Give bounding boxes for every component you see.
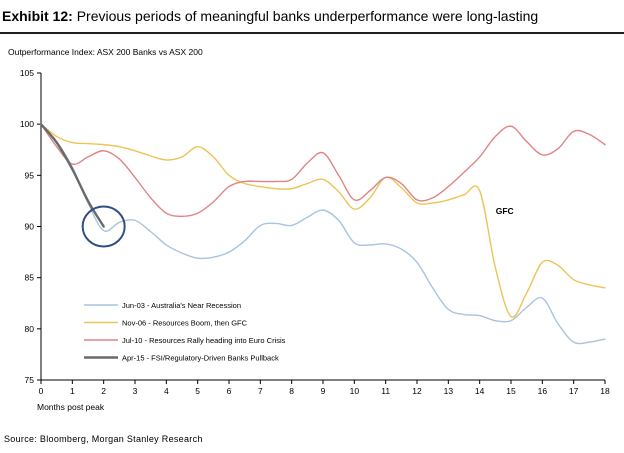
legend-label-jul10: Jul-10 - Resources Rally heading into Eu… <box>122 336 286 345</box>
x-tick-label: 13 <box>444 386 454 396</box>
x-tick-label: 15 <box>506 386 516 396</box>
source-note: Source: Bloomberg, Morgan Stanley Resear… <box>4 434 203 444</box>
x-tick-label: 5 <box>195 386 200 396</box>
x-tick-label: 12 <box>412 386 422 396</box>
x-tick-label: 4 <box>164 386 169 396</box>
exhibit-number: Exhibit 12: <box>2 8 73 24</box>
legend-label-nov06: Nov-06 - Resources Boom, then GFC <box>122 319 248 328</box>
y-tick-label: 85 <box>25 273 35 283</box>
x-tick-label: 3 <box>133 386 138 396</box>
x-tick-label: 2 <box>101 386 106 396</box>
x-tick-label: 8 <box>289 386 294 396</box>
x-tick-label: 18 <box>600 386 610 396</box>
title-divider <box>0 32 624 34</box>
x-axis-label: Months post peak <box>37 402 105 412</box>
y-tick-label: 75 <box>25 375 35 385</box>
x-tick-label: 6 <box>227 386 232 396</box>
y-tick-label: 95 <box>25 170 35 180</box>
annotation-label: GFC <box>496 206 514 216</box>
y-tick-label: 90 <box>25 222 35 232</box>
x-tick-label: 1 <box>70 386 75 396</box>
highlight-circle <box>81 205 126 248</box>
series-line-jun03 <box>40 123 606 345</box>
exhibit-title-text: Previous periods of meaningful banks und… <box>76 8 539 24</box>
y-tick-label: 100 <box>20 119 34 129</box>
exhibit-title: Exhibit 12: Previous periods of meaningf… <box>2 8 538 24</box>
y-tick-label: 80 <box>25 324 35 334</box>
x-tick-label: 7 <box>258 386 263 396</box>
x-tick-label: 10 <box>350 386 360 396</box>
chart-title: Outperformance Index: ASX 200 Banks vs A… <box>8 47 203 57</box>
x-tick-label: 16 <box>538 386 548 396</box>
x-tick-label: 14 <box>475 386 485 396</box>
x-tick-label: 0 <box>39 386 44 396</box>
legend-label-jun03: Jun-03 - Australia's Near Recession <box>122 301 241 310</box>
series-line-jul10 <box>40 123 606 217</box>
legend-label-apr15: Apr-15 - FSI/Regulatory-Driven Banks Pul… <box>122 354 279 363</box>
x-tick-label: 11 <box>381 386 390 396</box>
series-line-nov06 <box>40 123 606 318</box>
series-line-apr15 <box>39 122 105 228</box>
y-tick-label: 105 <box>20 68 34 78</box>
x-tick-label: 17 <box>569 386 579 396</box>
exhibit-header: Exhibit 12: Previous periods of meaningf… <box>0 0 624 30</box>
x-tick-label: 9 <box>321 386 326 396</box>
